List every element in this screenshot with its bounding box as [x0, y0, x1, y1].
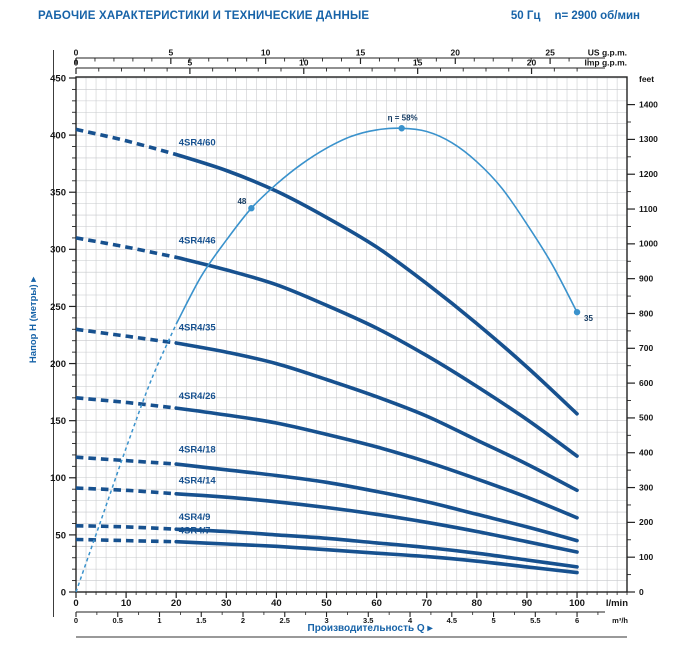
svg-text:35: 35	[584, 314, 593, 323]
svg-text:4.5: 4.5	[447, 616, 457, 625]
svg-text:800: 800	[639, 308, 653, 318]
svg-text:10: 10	[299, 58, 309, 68]
svg-text:150: 150	[50, 416, 66, 427]
svg-text:10: 10	[121, 598, 132, 609]
speed-label: n= 2900 об/мин	[554, 10, 640, 22]
svg-text:m³/h: m³/h	[612, 616, 628, 625]
svg-text:20: 20	[171, 598, 182, 609]
svg-text:70: 70	[421, 598, 432, 609]
svg-text:0: 0	[74, 48, 79, 58]
svg-text:350: 350	[50, 188, 66, 199]
svg-text:2: 2	[241, 616, 245, 625]
svg-text:15: 15	[356, 48, 366, 58]
svg-text:0: 0	[61, 587, 66, 598]
svg-text:η = 58%: η = 58%	[388, 113, 418, 122]
operating-conditions: 50 Гц n= 2900 об/мин	[511, 10, 640, 22]
svg-text:4SR4/9: 4SR4/9	[179, 512, 211, 523]
svg-text:4: 4	[408, 616, 413, 625]
svg-text:50: 50	[321, 598, 332, 609]
svg-text:10: 10	[261, 48, 271, 58]
svg-text:Производительность Q ▸: Производительность Q ▸	[308, 623, 434, 634]
svg-text:1100: 1100	[639, 204, 658, 214]
svg-text:48: 48	[237, 197, 246, 206]
page-title: РАБОЧИЕ ХАРАКТЕРИСТИКИ И ТЕХНИЧЕСКИЕ ДАН…	[38, 10, 370, 22]
svg-text:4SR4/26: 4SR4/26	[179, 391, 216, 402]
svg-text:60: 60	[371, 598, 382, 609]
svg-text:20: 20	[527, 58, 537, 68]
svg-text:50: 50	[55, 530, 66, 541]
svg-text:1: 1	[157, 616, 161, 625]
svg-text:700: 700	[639, 343, 653, 353]
svg-text:2.5: 2.5	[280, 616, 290, 625]
svg-text:300: 300	[639, 482, 653, 492]
svg-text:5.5: 5.5	[530, 616, 540, 625]
svg-text:6: 6	[575, 616, 579, 625]
svg-text:400: 400	[639, 448, 653, 458]
svg-text:80: 80	[472, 598, 483, 609]
svg-text:US g.p.m.: US g.p.m.	[588, 48, 627, 58]
svg-text:500: 500	[639, 413, 653, 423]
svg-text:15: 15	[413, 58, 423, 68]
svg-text:200: 200	[639, 517, 653, 527]
svg-text:5: 5	[188, 58, 193, 68]
svg-text:250: 250	[50, 302, 66, 313]
svg-text:4SR4/46: 4SR4/46	[179, 236, 216, 247]
svg-text:0: 0	[639, 587, 644, 597]
svg-text:5: 5	[168, 48, 173, 58]
svg-text:30: 30	[221, 598, 232, 609]
svg-text:1400: 1400	[639, 99, 658, 109]
svg-text:200: 200	[50, 359, 66, 370]
svg-text:900: 900	[639, 273, 653, 283]
svg-text:600: 600	[639, 378, 653, 388]
svg-text:4SR4/14: 4SR4/14	[179, 475, 217, 486]
svg-text:l/min: l/min	[606, 598, 628, 609]
svg-text:4SR4/7: 4SR4/7	[179, 526, 211, 537]
svg-text:100: 100	[569, 598, 585, 609]
svg-text:40: 40	[271, 598, 282, 609]
svg-text:100: 100	[639, 552, 653, 562]
svg-text:25: 25	[545, 48, 555, 58]
svg-text:450: 450	[50, 73, 66, 84]
svg-text:1000: 1000	[639, 239, 658, 249]
svg-text:300: 300	[50, 245, 66, 256]
svg-text:1200: 1200	[639, 169, 658, 179]
svg-text:feet: feet	[639, 74, 654, 84]
svg-text:5: 5	[491, 616, 495, 625]
frequency-label: 50 Гц	[510, 10, 541, 22]
svg-text:1300: 1300	[639, 134, 658, 144]
svg-text:Imp g.p.m.: Imp g.p.m.	[585, 58, 628, 68]
left-divider	[53, 50, 54, 617]
svg-text:3.5: 3.5	[363, 616, 373, 625]
svg-text:1.5: 1.5	[196, 616, 206, 625]
svg-text:20: 20	[451, 48, 461, 58]
svg-text:4SR4/35: 4SR4/35	[179, 322, 217, 333]
svg-text:400: 400	[50, 131, 66, 142]
svg-text:100: 100	[50, 473, 66, 484]
svg-text:Напор H (метры) ▸: Напор H (метры) ▸	[28, 276, 39, 363]
svg-text:4SR4/18: 4SR4/18	[179, 445, 216, 456]
svg-text:4SR4/60: 4SR4/60	[179, 137, 216, 148]
svg-text:0: 0	[74, 58, 79, 68]
svg-text:0.5: 0.5	[113, 616, 123, 625]
svg-text:0: 0	[74, 616, 78, 625]
svg-text:0: 0	[73, 598, 78, 609]
svg-text:3: 3	[324, 616, 328, 625]
svg-text:90: 90	[522, 598, 533, 609]
